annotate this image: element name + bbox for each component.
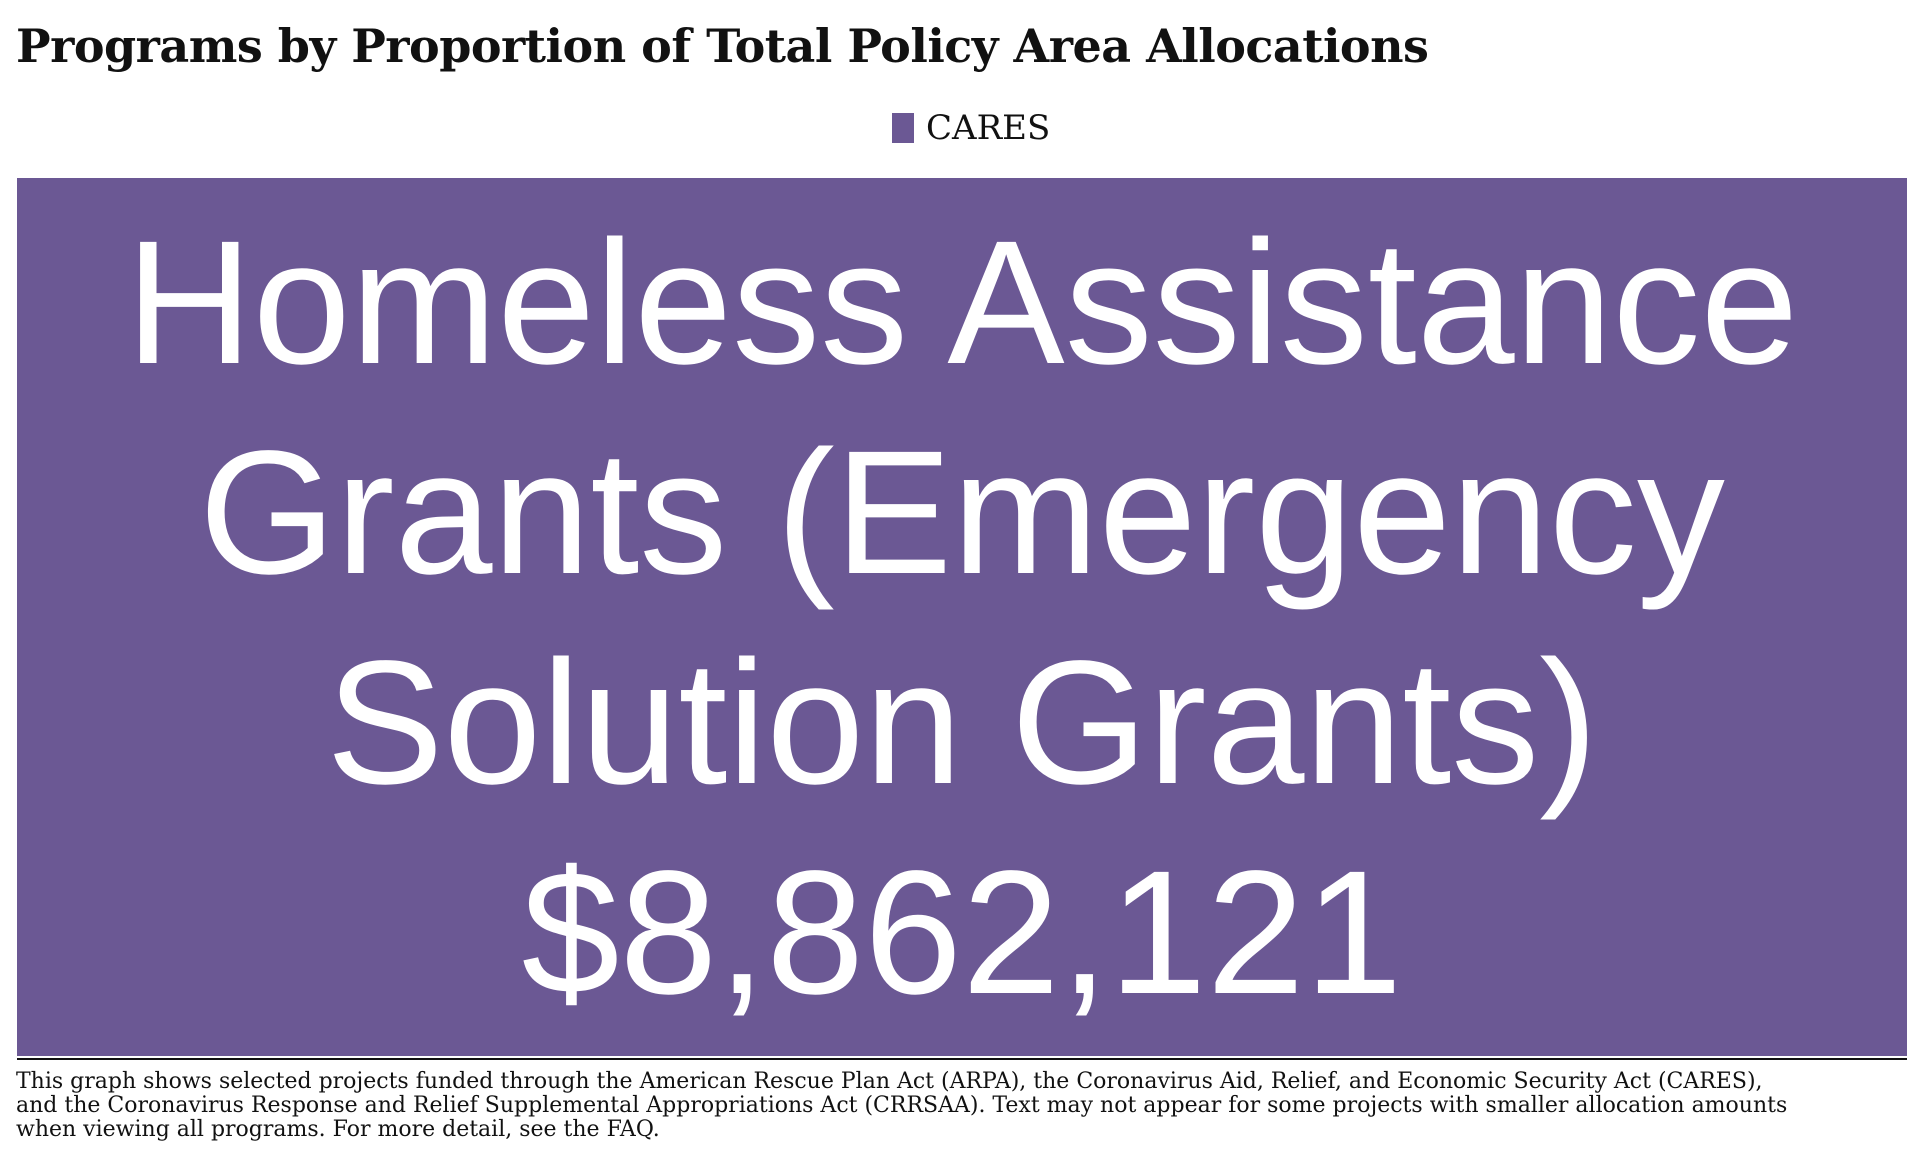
treemap-tile-homeless-assistance-grants[interactable]	[17, 178, 1907, 1056]
tile-value-label: $8,862,121	[522, 835, 1403, 1031]
legend-swatch-cares	[892, 113, 914, 143]
tile-label-line-3: Solution Grants)	[326, 625, 1598, 821]
footnote: This graph shows selected projects funde…	[16, 1070, 1896, 1142]
chart-title: Programs by Proportion of Total Policy A…	[16, 19, 1429, 73]
plot-baseline	[17, 1058, 1907, 1060]
footnote-line-3: when viewing all programs. For more deta…	[16, 1117, 660, 1142]
footnote-line-2: and the Coronavirus Response and Relief …	[16, 1093, 1788, 1118]
legend-label-cares: CARES	[926, 108, 1051, 148]
treemap-plot: Homeless Assistance Grants (Emergency So…	[17, 178, 1907, 1056]
legend[interactable]: CARES	[892, 108, 1050, 148]
footnote-line-1: This graph shows selected projects funde…	[16, 1069, 1763, 1094]
tile-label-line-2: Grants (Emergency	[199, 415, 1725, 611]
tile-label-line-1: Homeless Assistance	[126, 205, 1799, 401]
